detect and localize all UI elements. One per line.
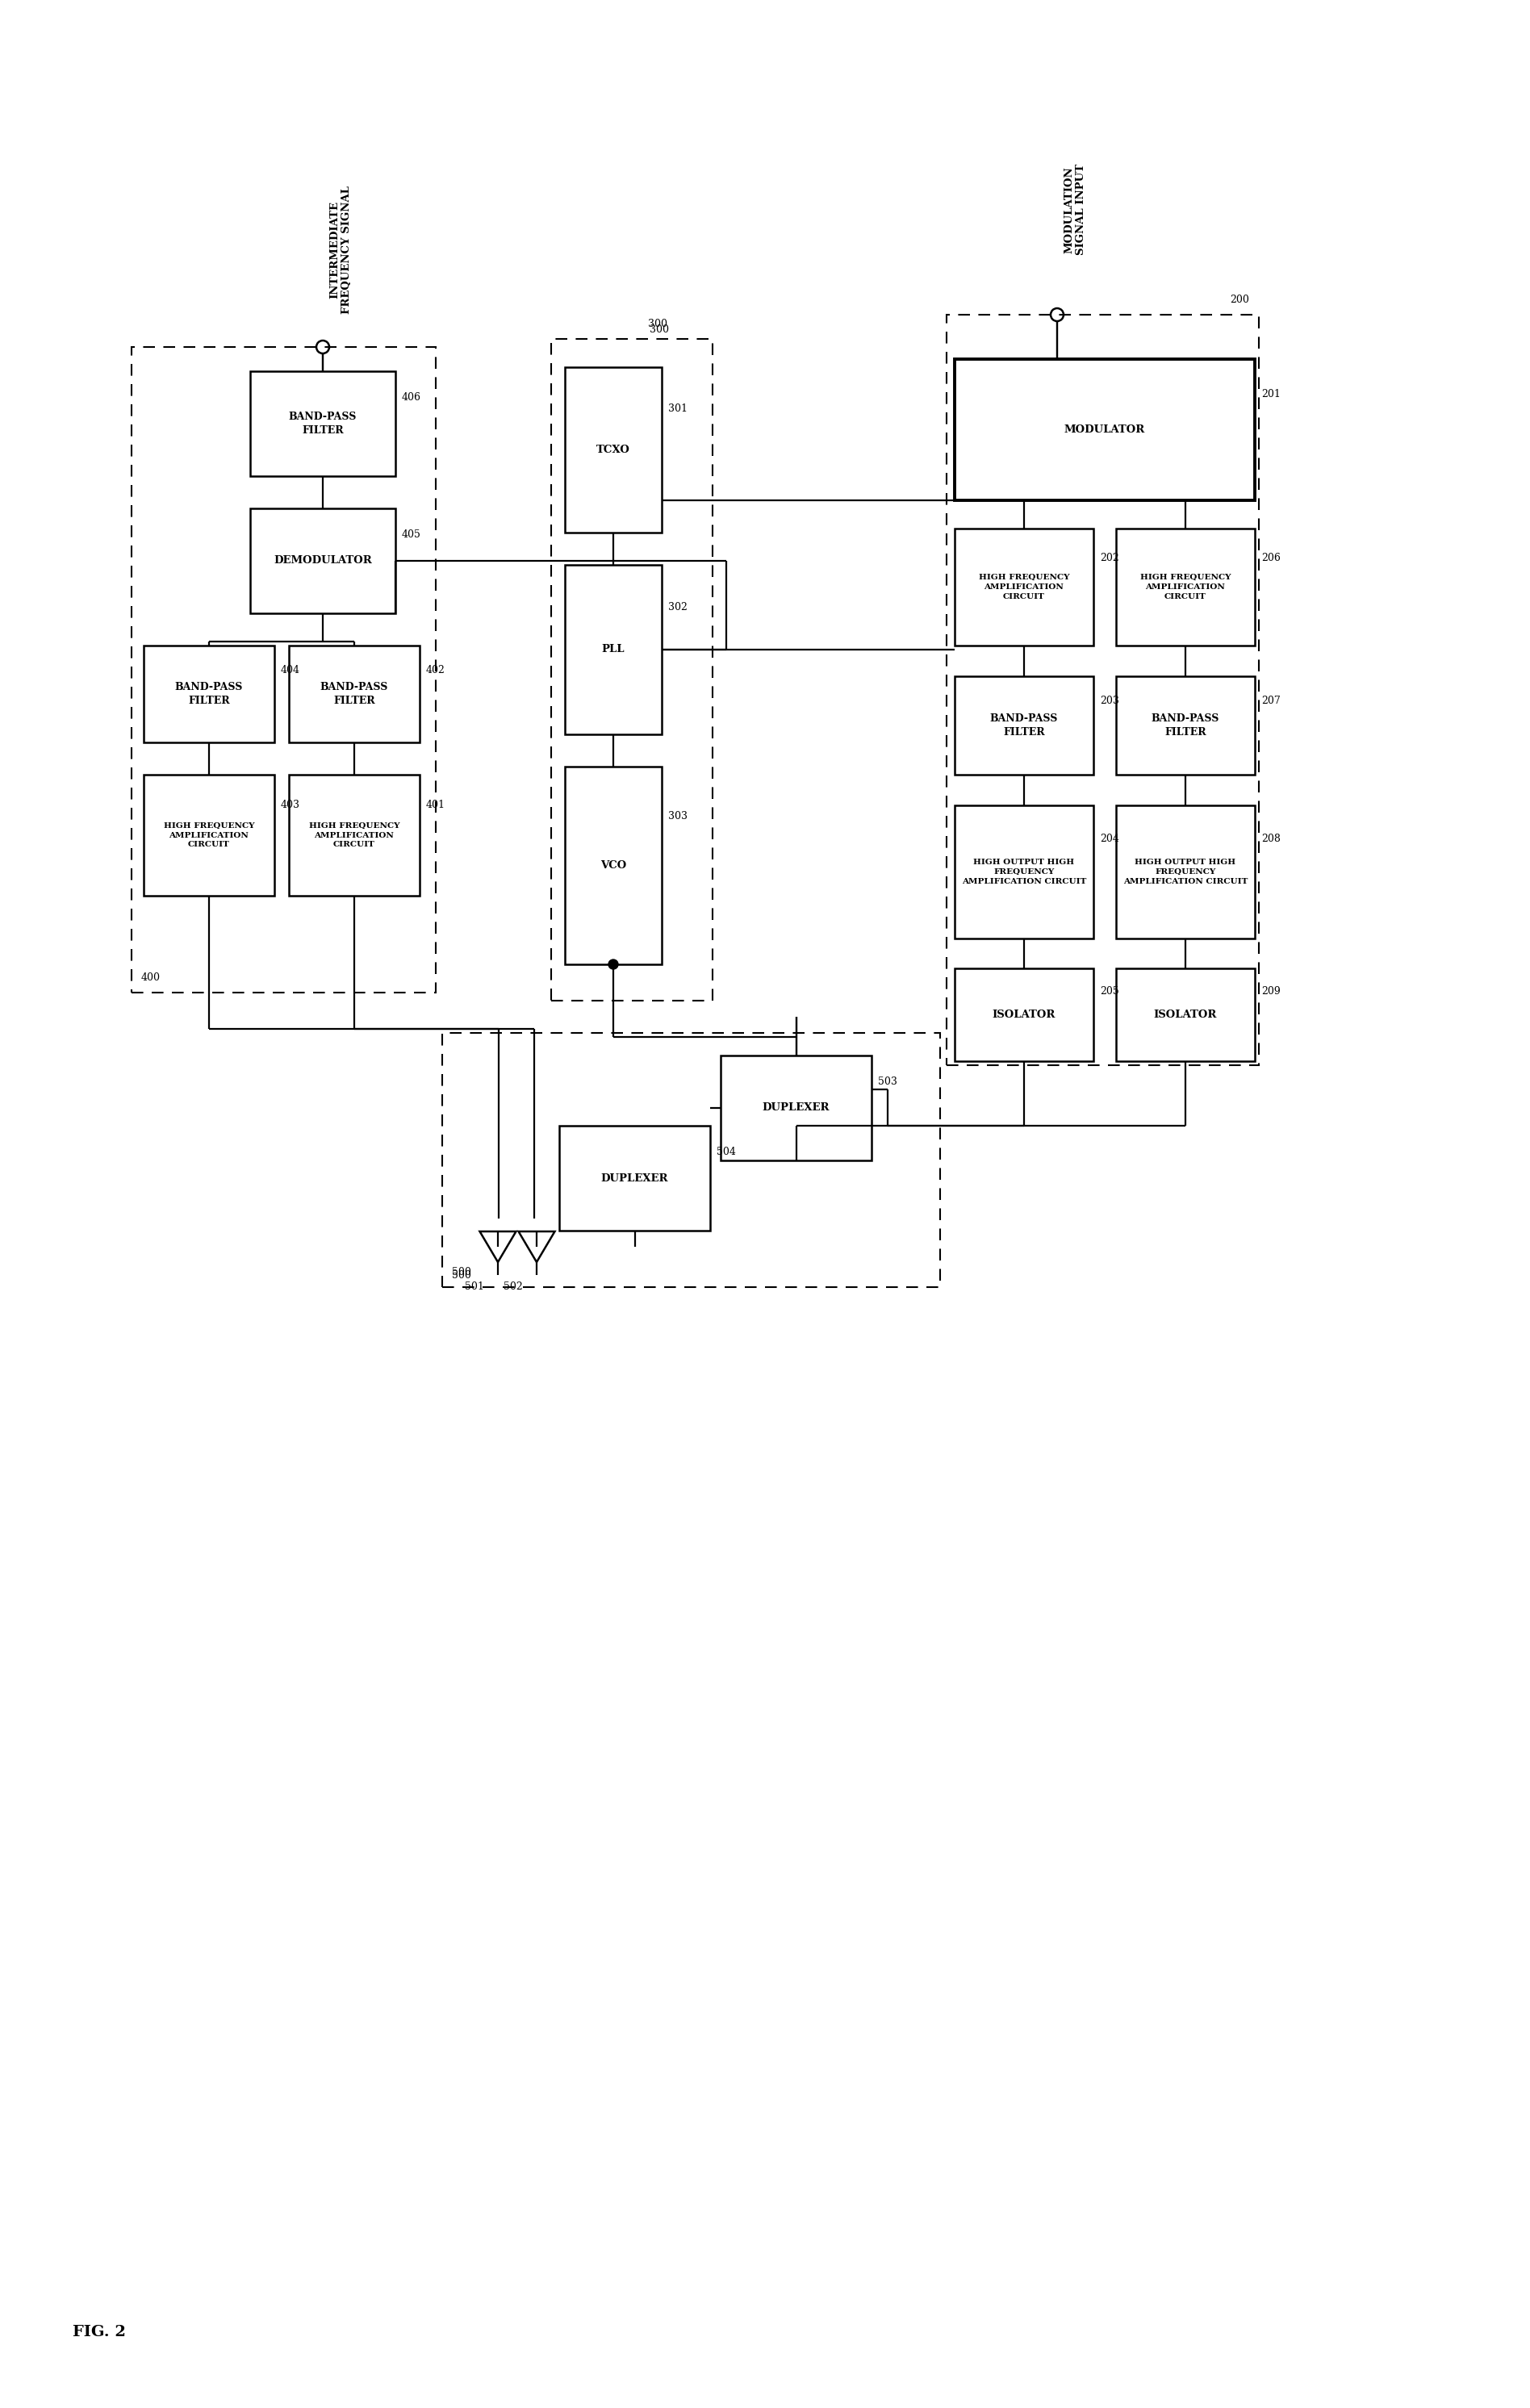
Bar <box>289 645 419 742</box>
Text: HIGH FREQUENCY
AMPLIFICATION
CIRCUIT: HIGH FREQUENCY AMPLIFICATION CIRCUIT <box>309 821 399 848</box>
Text: 303: 303 <box>669 811 687 821</box>
Bar <box>1115 530 1255 645</box>
Bar <box>442 1033 939 1288</box>
Bar <box>565 566 661 734</box>
Bar <box>1115 968 1255 1062</box>
Circle shape <box>609 958 618 968</box>
Bar <box>955 968 1094 1062</box>
Text: 202: 202 <box>1100 551 1118 563</box>
Bar <box>251 371 395 477</box>
Text: TCXO: TCXO <box>597 445 630 455</box>
Bar <box>289 775 419 896</box>
Text: 403: 403 <box>282 799 300 809</box>
Bar <box>955 359 1255 501</box>
Text: VCO: VCO <box>600 860 626 872</box>
Text: 300: 300 <box>650 325 669 335</box>
Bar <box>132 347 436 992</box>
Text: HIGH FREQUENCY
AMPLIFICATION
CIRCUIT: HIGH FREQUENCY AMPLIFICATION CIRCUIT <box>164 821 254 848</box>
Text: 209: 209 <box>1261 987 1281 997</box>
Text: 207: 207 <box>1261 696 1281 706</box>
Text: PLL: PLL <box>601 645 624 655</box>
Text: INTERMEDIATE
FREQUENCY SIGNAL: INTERMEDIATE FREQUENCY SIGNAL <box>329 185 352 315</box>
Text: DEMODULATOR: DEMODULATOR <box>274 556 372 566</box>
Text: 502: 502 <box>503 1281 523 1293</box>
Bar <box>144 645 274 742</box>
Bar <box>144 775 274 896</box>
Text: HIGH FREQUENCY
AMPLIFICATION
CIRCUIT: HIGH FREQUENCY AMPLIFICATION CIRCUIT <box>1140 573 1230 600</box>
Bar <box>565 366 661 532</box>
Text: 203: 203 <box>1100 696 1118 706</box>
Text: BAND-PASS
FILTER: BAND-PASS FILTER <box>320 681 389 706</box>
Text: 401: 401 <box>425 799 445 809</box>
Text: BAND-PASS
FILTER: BAND-PASS FILTER <box>289 412 356 436</box>
Text: 500: 500 <box>451 1267 471 1276</box>
Bar <box>251 508 395 614</box>
Bar <box>721 1055 872 1161</box>
Text: MODULATOR: MODULATOR <box>1065 424 1144 436</box>
Text: 301: 301 <box>669 402 687 414</box>
Bar <box>955 804 1094 939</box>
Text: HIGH FREQUENCY
AMPLIFICATION
CIRCUIT: HIGH FREQUENCY AMPLIFICATION CIRCUIT <box>979 573 1069 600</box>
Text: 405: 405 <box>402 530 421 539</box>
Text: 501: 501 <box>465 1281 483 1293</box>
Text: ISOLATOR: ISOLATOR <box>993 1009 1056 1021</box>
Text: 500: 500 <box>451 1269 471 1281</box>
Text: HIGH OUTPUT HIGH
FREQUENCY
AMPLIFICATION CIRCUIT: HIGH OUTPUT HIGH FREQUENCY AMPLIFICATION… <box>1123 860 1247 886</box>
Text: 404: 404 <box>282 665 300 674</box>
Text: ISOLATOR: ISOLATOR <box>1154 1009 1216 1021</box>
Bar <box>1115 677 1255 775</box>
Text: BAND-PASS
FILTER: BAND-PASS FILTER <box>174 681 243 706</box>
Text: 300: 300 <box>649 318 667 330</box>
Bar <box>560 1125 710 1230</box>
Text: MODULATION
SIGNAL INPUT: MODULATION SIGNAL INPUT <box>1063 164 1086 255</box>
Text: 200: 200 <box>1230 294 1248 306</box>
Text: 206: 206 <box>1261 551 1281 563</box>
Bar <box>955 677 1094 775</box>
Text: 402: 402 <box>425 665 445 674</box>
Text: 208: 208 <box>1261 833 1281 843</box>
Text: 406: 406 <box>402 393 421 402</box>
Text: BAND-PASS
FILTER: BAND-PASS FILTER <box>990 713 1059 737</box>
Bar <box>955 530 1094 645</box>
Bar <box>1115 804 1255 939</box>
Text: DUPLEXER: DUPLEXER <box>601 1173 669 1182</box>
Text: HIGH OUTPUT HIGH
FREQUENCY
AMPLIFICATION CIRCUIT: HIGH OUTPUT HIGH FREQUENCY AMPLIFICATION… <box>962 860 1086 886</box>
Text: 204: 204 <box>1100 833 1118 843</box>
Text: 400: 400 <box>141 973 161 982</box>
Bar <box>947 315 1259 1064</box>
Bar <box>565 766 661 963</box>
Text: 504: 504 <box>716 1146 736 1158</box>
Text: 205: 205 <box>1100 987 1118 997</box>
Text: DUPLEXER: DUPLEXER <box>762 1103 829 1112</box>
Text: 503: 503 <box>878 1076 897 1086</box>
Text: FIG. 2: FIG. 2 <box>72 2324 125 2341</box>
Text: 201: 201 <box>1261 390 1281 400</box>
Bar <box>551 340 713 1002</box>
Text: BAND-PASS
FILTER: BAND-PASS FILTER <box>1152 713 1219 737</box>
Text: 302: 302 <box>669 602 687 612</box>
